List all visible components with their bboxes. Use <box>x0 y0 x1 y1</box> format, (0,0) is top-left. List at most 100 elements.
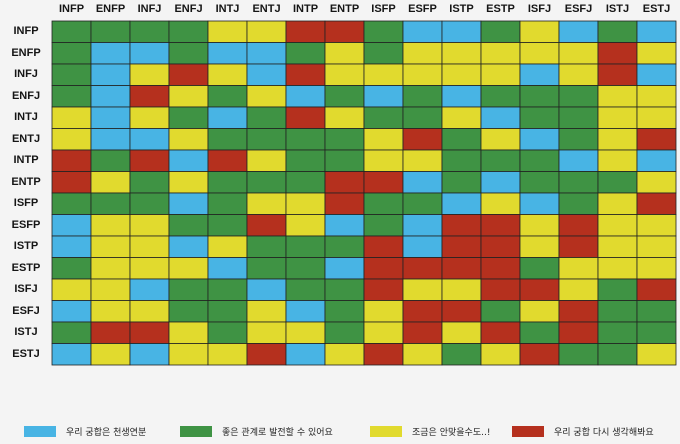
legend-swatch-blue <box>24 425 56 437</box>
cell-entj-infp <box>51 128 92 151</box>
legend-item-good-relationship: 좋은 관계로 발전할 수 있어요 <box>180 420 333 442</box>
cell-infp-entp <box>324 20 365 43</box>
cell-esfp-enfj <box>168 214 209 237</box>
cell-isfp-intj <box>207 192 248 215</box>
cell-isfp-entj <box>246 192 287 215</box>
cell-enfp-isfj <box>519 42 560 65</box>
cell-enfj-entj <box>246 85 287 108</box>
cell-estj-isfj <box>519 343 560 366</box>
cell-intp-entj <box>246 149 287 172</box>
cell-enfp-entj <box>246 42 287 65</box>
cell-estj-isfp <box>363 343 404 366</box>
row-header-isfj: ISFJ <box>14 283 38 295</box>
cell-enfp-estp <box>480 42 521 65</box>
cell-esfp-intj <box>207 214 248 237</box>
legend-swatch-red <box>512 425 544 437</box>
cell-intp-esfp <box>402 149 443 172</box>
cell-entp-esfp <box>402 171 443 194</box>
cell-intj-isfp <box>363 106 404 129</box>
cell-esfj-entp <box>324 300 365 323</box>
cell-intp-istj <box>597 149 638 172</box>
cell-estp-infp <box>51 257 92 280</box>
cell-istj-esfj <box>558 321 599 344</box>
cell-infp-esfp <box>402 20 443 43</box>
cell-entj-enfj <box>168 128 209 151</box>
cell-istp-esfj <box>558 235 599 258</box>
cell-intp-infp <box>51 149 92 172</box>
cell-infp-infj <box>129 20 170 43</box>
cell-entj-infj <box>129 128 170 151</box>
cell-isfj-isfp <box>363 278 404 301</box>
cell-estj-infj <box>129 343 170 366</box>
cell-isfj-istj <box>597 278 638 301</box>
cell-istj-entp <box>324 321 365 344</box>
cell-isfp-esfj <box>558 192 599 215</box>
cell-infj-entj <box>246 63 287 86</box>
cell-estp-infj <box>129 257 170 280</box>
cell-intj-entp <box>324 106 365 129</box>
cell-intj-infj <box>129 106 170 129</box>
cell-istj-istj <box>597 321 638 344</box>
cell-estp-enfj <box>168 257 209 280</box>
cell-estp-intp <box>285 257 326 280</box>
cell-intp-intj <box>207 149 248 172</box>
cell-esfj-isfj <box>519 300 560 323</box>
cell-intj-esfp <box>402 106 443 129</box>
cell-entj-istp <box>441 128 482 151</box>
row-header-infj: INFJ <box>14 68 38 80</box>
cell-entj-intj <box>207 128 248 151</box>
cell-esfj-esfp <box>402 300 443 323</box>
cell-infp-isfj <box>519 20 560 43</box>
cell-entj-enfp <box>90 128 131 151</box>
cell-entp-esfj <box>558 171 599 194</box>
cell-istj-enfp <box>90 321 131 344</box>
cell-isfj-isfj <box>519 278 560 301</box>
cell-esfp-infp <box>51 214 92 237</box>
cell-enfj-istp <box>441 85 482 108</box>
cell-infj-intj <box>207 63 248 86</box>
cell-infj-enfj <box>168 63 209 86</box>
cell-isfj-intp <box>285 278 326 301</box>
row-header-estj: ESTJ <box>12 347 40 360</box>
cell-entj-esfj <box>558 128 599 151</box>
column-header-infp: INFP <box>58 3 85 15</box>
cell-intj-estp <box>480 106 521 129</box>
cell-estj-entp <box>324 343 365 366</box>
cell-entp-entj <box>246 171 287 194</box>
cell-intp-estp <box>480 149 521 172</box>
cell-infj-entp <box>324 63 365 86</box>
cell-estp-isfj <box>519 257 560 280</box>
cell-enfj-enfj <box>168 85 209 108</box>
cell-isfj-entj <box>246 278 287 301</box>
cell-istp-enfj <box>168 235 209 258</box>
column-header-estp: ESTP <box>486 3 515 15</box>
column-header-estj: ESTJ <box>642 3 671 15</box>
cell-enfp-infp <box>51 42 92 65</box>
cell-esfj-estp <box>480 300 521 323</box>
cell-estj-intj <box>207 343 248 366</box>
cell-istj-infj <box>129 321 170 344</box>
cell-esfp-istp <box>441 214 482 237</box>
cell-intj-esfj <box>558 106 599 129</box>
cell-istj-isfj <box>519 321 560 344</box>
cell-entj-entj <box>246 128 287 151</box>
cell-enfj-intp <box>285 85 326 108</box>
cell-intj-entj <box>246 106 287 129</box>
row-header-istp: ISTP <box>13 240 39 252</box>
cell-esfj-isfp <box>363 300 404 323</box>
cell-estp-estj <box>636 257 677 280</box>
cell-estp-entp <box>324 257 365 280</box>
cell-enfj-intj <box>207 85 248 108</box>
cell-isfj-infp <box>51 278 92 301</box>
cell-isfp-istj <box>597 192 638 215</box>
cell-esfp-entj <box>246 214 287 237</box>
column-header-intj: INTJ <box>215 3 240 15</box>
cell-infp-intp <box>285 20 326 43</box>
cell-esfp-entp <box>324 214 365 237</box>
cell-enfp-estj <box>636 42 677 65</box>
cell-enfj-istj <box>597 85 638 108</box>
column-header-entj: ENTJ <box>252 3 281 15</box>
legend-label-might-not-match: 조금은 안맞을수도..! <box>412 427 491 438</box>
cell-estp-esfj <box>558 257 599 280</box>
cell-istj-estj <box>636 321 677 344</box>
